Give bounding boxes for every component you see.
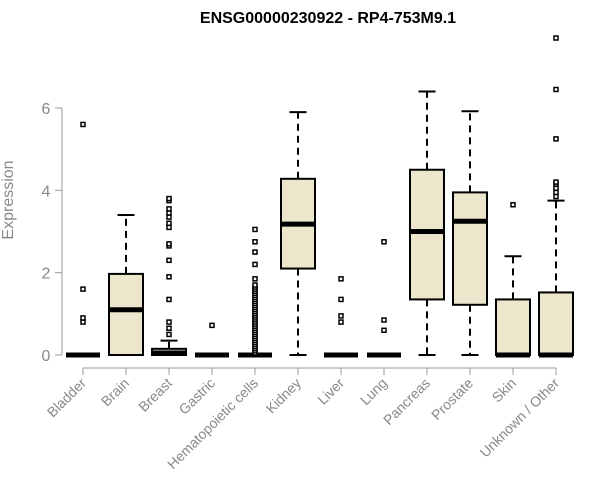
box [108,272,144,357]
x-tick-label: Pancreas [380,375,433,428]
x-tick-label: Unknown / Other [477,375,563,461]
y-tick-label: 4 [42,183,51,200]
outlier-point [338,296,344,303]
box-group [108,214,144,357]
box-group [195,322,229,358]
outlier-point [166,325,172,331]
box [409,168,445,301]
outlier-point [166,241,172,247]
y-tick-label: 6 [42,101,51,118]
box-group [409,90,445,356]
outlier-point [553,35,559,41]
outlier-point [252,249,258,255]
outlier-point [252,226,258,233]
x-tick-label: Skin [489,375,520,406]
box-group [66,121,100,358]
box-group [452,110,488,356]
outlier-point [80,315,86,321]
box [452,191,488,306]
outlier-point [510,201,516,208]
outlier-point [166,331,172,338]
outlier-point [252,261,258,268]
box-group [238,226,272,358]
outlier-point [166,257,172,264]
y-axis: 0 2 4 6 [42,101,63,365]
outlier-point [338,313,344,319]
outlier-point [166,319,172,325]
boxes-group [66,35,574,358]
outlier-point [252,282,258,288]
outlier-point [252,276,258,282]
y-axis-title: Expression [0,160,17,239]
outlier-point [338,319,344,325]
x-tick-label: Kidney [263,375,305,417]
outlier-point [166,296,172,303]
outlier-point [553,86,559,93]
box-group [280,111,316,356]
box [538,291,574,356]
outlier-point [381,317,387,323]
outlier-point [166,195,172,202]
outlier-point [166,206,172,212]
x-tick-label: Lung [357,375,390,408]
outlier-point [553,179,559,185]
box-group [367,239,401,358]
outlier-point [381,239,387,245]
outlier-point [80,286,86,292]
box-group [151,195,187,357]
outlier-point [166,274,172,280]
x-tick-label: Breast [135,375,175,415]
box-group [495,201,531,358]
outlier-point [252,239,258,245]
x-tick-label: Liver [314,375,347,408]
box [495,298,531,356]
box-group [324,276,358,358]
x-tick-label: Gastric [175,375,218,418]
chart-title: ENSG00000230922 - RP4-753M9.1 [200,10,456,27]
outlier-point [381,327,387,334]
outlier-point [80,121,86,128]
outlier-point [553,136,559,142]
x-tick-label: Prostate [428,375,476,423]
outlier-point [338,276,344,282]
outlier-point [209,322,215,329]
outlier-point [166,220,172,227]
y-tick-label: 2 [42,266,51,283]
box-group [538,35,574,358]
y-tick-label: 0 [42,348,51,365]
x-tick-label: Brain [98,375,132,409]
x-tick-label: Bladder [44,375,90,421]
